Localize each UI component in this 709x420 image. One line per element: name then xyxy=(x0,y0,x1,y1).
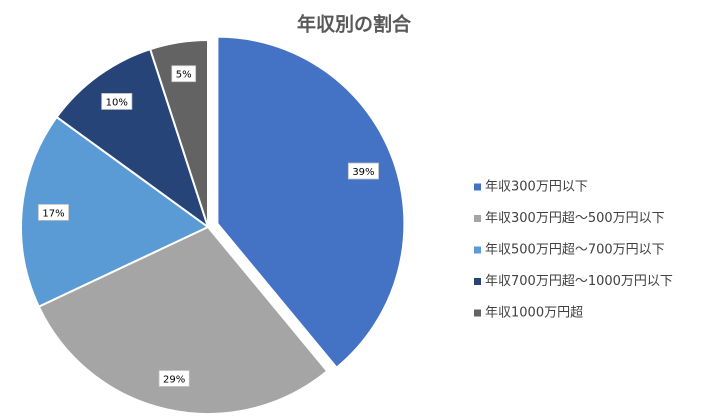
legend-label: 年収300万円以下 xyxy=(485,180,588,195)
pie-slice xyxy=(216,35,406,370)
legend-label: 年収500万円超～700万円以下 xyxy=(485,243,665,258)
value-label-box xyxy=(171,65,197,83)
value-label-box xyxy=(37,203,69,221)
legend-swatch xyxy=(474,215,481,222)
value-label-box xyxy=(347,162,379,180)
chart-title: 年収別の割合 xyxy=(297,13,412,36)
pie-slice xyxy=(148,38,209,228)
legend-label: 年収700万円超～1000万円以下 xyxy=(485,274,673,289)
legend-swatch xyxy=(474,246,481,254)
value-label: 39% xyxy=(352,167,374,178)
legend-swatch xyxy=(474,278,481,285)
legend-label: 年収300万円超～500万円以下 xyxy=(485,211,665,226)
value-label: 17% xyxy=(42,208,64,219)
value-label-box xyxy=(158,370,190,387)
value-label: 29% xyxy=(163,374,185,385)
value-label-box xyxy=(101,93,133,110)
pie-slice xyxy=(55,47,210,230)
value-label: 5% xyxy=(176,70,192,81)
legend-swatch xyxy=(474,309,481,317)
legend-swatch xyxy=(474,183,481,191)
pie-slice xyxy=(20,115,210,308)
legend-label: 年収1000万円超 xyxy=(485,306,583,321)
value-label: 10% xyxy=(106,97,128,108)
